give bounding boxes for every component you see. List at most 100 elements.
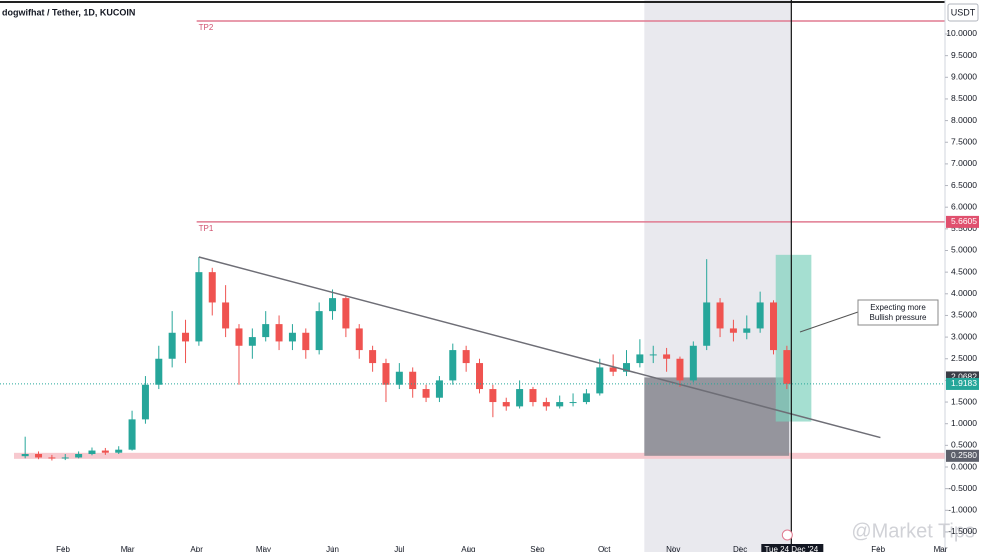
candle-body xyxy=(409,371,417,390)
price-label: 1.9183 xyxy=(951,378,977,388)
candle-body xyxy=(61,457,69,459)
price-label-box xyxy=(946,377,979,390)
candle-body xyxy=(235,328,243,346)
x-tick-label: Feb xyxy=(871,545,885,552)
candle-body xyxy=(382,363,390,385)
candle-body xyxy=(569,402,577,404)
candle-body xyxy=(288,332,296,342)
candle-body xyxy=(556,402,564,407)
candle-body xyxy=(462,350,470,364)
x-tick-label: Apr xyxy=(190,545,203,552)
currency: USDT xyxy=(951,7,976,17)
candle-body xyxy=(75,454,83,458)
candle-body xyxy=(329,298,337,312)
candle-body xyxy=(729,328,737,333)
annotation-text: Expecting more xyxy=(870,303,926,312)
x-tick-label: Oct xyxy=(598,545,611,552)
y-tick-label: 0.0000 xyxy=(951,461,977,471)
candle-body xyxy=(743,328,751,333)
annotation-pointer xyxy=(799,311,859,333)
crosshair-label-box xyxy=(761,544,824,552)
watermark: @Market Tips xyxy=(851,520,975,542)
chart-title: dogwifhat / Tether, 1D, KUCOIN xyxy=(2,7,135,17)
y-tick-label: 3.5000 xyxy=(951,310,977,320)
price-label: 5.6605 xyxy=(951,216,977,226)
candle-body xyxy=(141,384,149,420)
candle-body xyxy=(783,350,791,384)
y-tick-label: -1.5000 xyxy=(948,526,977,536)
candle-body xyxy=(355,328,363,351)
y-tick-label: -0.5000 xyxy=(948,483,977,493)
y-tick-label: 4.5000 xyxy=(951,266,977,276)
crosshair-handle xyxy=(781,529,793,541)
y-tick-label: 5.5000 xyxy=(951,223,977,233)
y-tick-label: 6.0000 xyxy=(951,201,977,211)
candle-body xyxy=(395,371,403,385)
x-tick-label: Nov xyxy=(666,545,680,552)
candle-body xyxy=(342,298,350,329)
x-tick-label: Jun xyxy=(326,545,339,552)
candle-body xyxy=(208,272,216,303)
candle-body xyxy=(422,389,430,398)
trendline xyxy=(198,256,881,439)
x-tick-label: Sep xyxy=(530,545,545,552)
candle-body xyxy=(623,363,631,372)
candle-body xyxy=(369,350,377,364)
candle-body xyxy=(262,324,270,338)
x-tick-label: Mar xyxy=(934,545,948,552)
y-tick-label: 6.5000 xyxy=(951,180,977,190)
candle-body xyxy=(596,367,604,394)
candle-body xyxy=(489,389,497,403)
highlight-range xyxy=(644,0,792,552)
y-tick-label: 8.5000 xyxy=(951,93,977,103)
y-tick-label: 8.0000 xyxy=(951,115,977,125)
x-tick-label: Feb xyxy=(56,545,70,552)
range-box xyxy=(644,377,790,456)
y-tick-label: 0.5000 xyxy=(951,440,977,450)
price-label: 2.0682 xyxy=(951,372,977,382)
candle-body xyxy=(128,419,136,450)
y-tick-label: 10.0000 xyxy=(946,28,977,38)
candle-body xyxy=(302,332,310,351)
y-tick-label: 5.0000 xyxy=(951,245,977,255)
x-tick-label: Aug xyxy=(461,545,475,552)
candle-body xyxy=(88,450,96,455)
x-tick-label: Dec xyxy=(733,545,747,552)
annotation-box xyxy=(857,299,939,326)
annotation-text: Bullish pressure xyxy=(870,313,927,322)
y-tick-label: 2.5000 xyxy=(951,353,977,363)
crosshair-label: Tue 24 Dec '24 xyxy=(764,545,818,552)
candle-body xyxy=(529,389,537,403)
candle-body xyxy=(155,358,163,385)
y-tick-label: 4.0000 xyxy=(951,288,977,298)
candle-body xyxy=(182,332,190,342)
candle-body xyxy=(770,302,778,351)
candle-body xyxy=(21,454,29,457)
candle-body xyxy=(48,457,56,459)
currency-box xyxy=(947,3,979,22)
y-tick-label: 1.0000 xyxy=(951,418,977,428)
candle-body xyxy=(716,302,724,329)
candle-body xyxy=(676,358,684,381)
candle-body xyxy=(248,337,256,346)
candle-body xyxy=(449,350,457,381)
candle-body xyxy=(756,302,764,329)
candle-body xyxy=(35,454,43,458)
x-tick-label: May xyxy=(256,545,271,552)
support-band xyxy=(14,452,945,459)
candle-body xyxy=(649,354,657,356)
target-box xyxy=(775,254,812,422)
candle-body xyxy=(195,272,203,342)
y-tick-label: 3.0000 xyxy=(951,331,977,341)
candle-body xyxy=(689,345,697,381)
y-tick-label: 7.5000 xyxy=(951,136,977,146)
candle-body xyxy=(663,354,671,359)
candle-body xyxy=(703,302,711,346)
y-tick-label: 7.0000 xyxy=(951,158,977,168)
candle-body xyxy=(101,450,109,453)
y-tick-label: -1.0000 xyxy=(948,505,977,515)
candle-body xyxy=(609,367,617,372)
